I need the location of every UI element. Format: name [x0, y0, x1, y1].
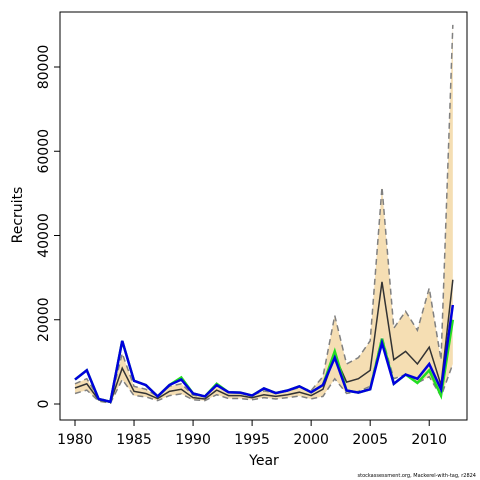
plot-frame	[59, 11, 468, 421]
x-axis-label: Year	[248, 453, 279, 469]
confidence-band	[74, 24, 453, 404]
y-tick-label: 80000	[36, 45, 52, 90]
y-tick-label: 40000	[36, 213, 52, 258]
y-tick-label: 60000	[36, 129, 52, 174]
y-axis-label: Recruits	[10, 187, 26, 244]
x-tick-label: 1990	[175, 432, 211, 448]
series-line	[74, 279, 454, 404]
x-tick-label: 2005	[352, 432, 388, 448]
x-tick-label: 1995	[234, 432, 270, 448]
x-tick-label: 1985	[116, 432, 152, 448]
y-tick-label: 0	[36, 400, 52, 409]
upper-bound-line	[74, 24, 454, 403]
x-tick-label: 1980	[57, 432, 93, 448]
caption: stockassessment.org, Mackerel-with-tag, …	[358, 473, 477, 479]
series-line	[74, 304, 455, 404]
x-tick-label: 2010	[411, 432, 447, 448]
y-tick-label: 20000	[36, 297, 52, 342]
lower-bound-line	[74, 333, 454, 404]
x-tick-label: 2000	[293, 432, 329, 448]
